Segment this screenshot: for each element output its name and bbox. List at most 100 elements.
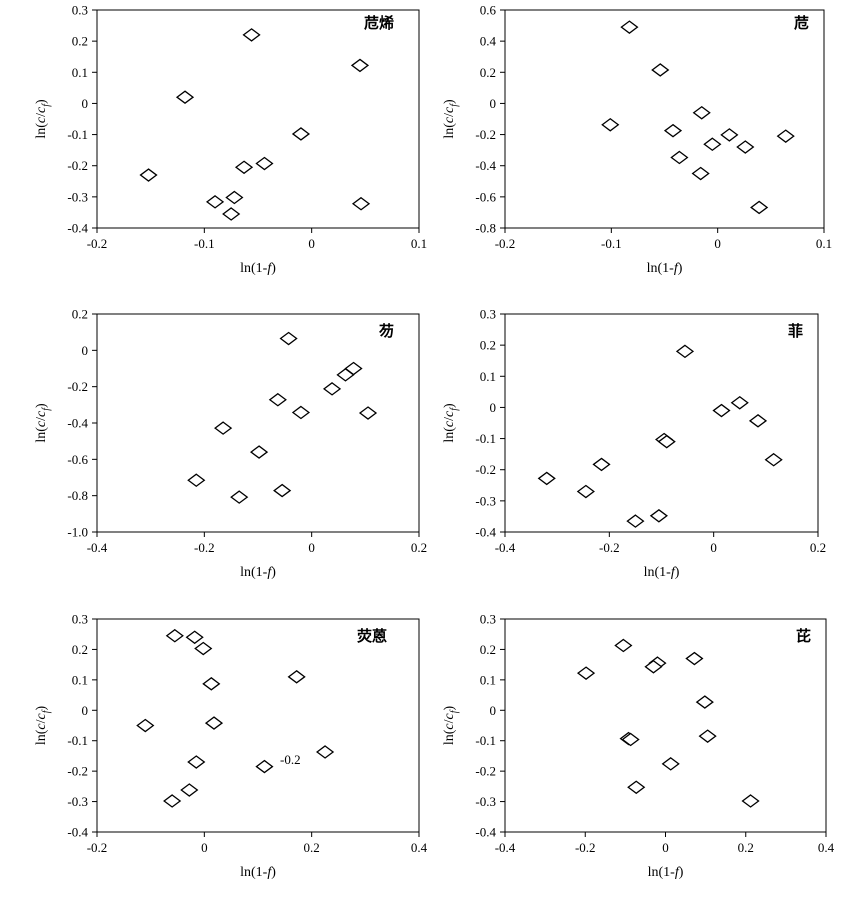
x-tick-label: -0.1 [601, 236, 622, 251]
plot-frame [504, 618, 827, 833]
x-axis-label: ln(1-f) [240, 865, 276, 880]
x-tick-label: -0.2 [87, 236, 108, 251]
y-tick-label: 0.4 [480, 34, 497, 49]
y-tick-label: 0.1 [480, 369, 496, 384]
data-point-diamond [316, 745, 335, 759]
panel-title: 荧蒽 [357, 627, 387, 645]
data-point-diamond [670, 150, 689, 165]
data-point-diamond [776, 129, 795, 143]
y-tick-label: -0.3 [475, 794, 496, 809]
x-tick-label: 0.4 [818, 840, 835, 855]
y-tick-label: 0.6 [480, 3, 497, 18]
y-tick-label: 0 [490, 703, 497, 718]
data-point-diamond [661, 757, 680, 771]
y-axis-label: ln(c/cf) [34, 403, 52, 443]
data-point-diamond [685, 651, 704, 666]
data-point-diamond [627, 780, 646, 795]
x-axis-label: ln(1-f) [647, 261, 683, 276]
y-tick-label: -0.2 [67, 764, 88, 779]
data-point-diamond [291, 405, 311, 420]
y-tick-label: -0.4 [67, 221, 88, 236]
data-point-diamond [748, 414, 768, 428]
x-tick-label: -0.2 [575, 840, 596, 855]
y-tick-label: -1.0 [67, 525, 88, 540]
panel-title: 苊烯 [364, 14, 394, 32]
x-tick-label: -0.4 [495, 840, 516, 855]
plot-frame [504, 313, 819, 533]
y-tick-label: -0.3 [475, 493, 496, 508]
y-tick-label: -0.3 [67, 189, 88, 204]
data-point-diamond [249, 445, 269, 459]
data-point-diamond [703, 137, 722, 152]
data-point-diamond [649, 508, 668, 523]
y-tick-label: 0.1 [72, 672, 88, 687]
x-tick-label: -0.2 [87, 840, 108, 855]
data-point-diamond [180, 783, 199, 797]
x-tick-label: -0.2 [599, 540, 620, 555]
data-point-diamond [225, 190, 244, 205]
data-point-diamond [592, 457, 611, 472]
y-tick-label: -0.2 [475, 462, 496, 477]
data-point-diamond [350, 58, 370, 73]
data-point-diamond [675, 344, 695, 359]
plot-frame [504, 9, 825, 229]
data-point-diamond [230, 490, 249, 504]
data-point-diamond [736, 140, 755, 154]
x-tick-label: 0.2 [810, 540, 826, 555]
x-tick-label: -0.2 [495, 236, 516, 251]
data-point-diamond [614, 638, 633, 653]
data-point-diamond [657, 434, 676, 449]
x-axis-label: ln(1-f) [240, 565, 276, 580]
data-point-diamond [644, 659, 663, 674]
y-tick-label: 0.3 [72, 612, 88, 627]
y-tick-label: -0.3 [67, 794, 88, 809]
data-point-diamond [194, 641, 213, 656]
y-tick-label: 0.2 [480, 338, 496, 353]
data-point-diamond [255, 759, 274, 774]
y-axis-label: ln(c/cf) [442, 706, 460, 746]
data-point-diamond [205, 195, 225, 209]
x-tick-label: 0 [201, 840, 208, 855]
chart-panel-4: -0.4 -0.3 -0.2 -0.1 0 0.1 0.2 0.3 -0.4 -0.2 0 0.2 ln… [442, 307, 826, 581]
plot-frame [96, 618, 420, 833]
data-point-diamond [621, 732, 640, 747]
chart-panel-5: -0.4 -0.3 -0.2 -0.1 0 0.1 0.2 0.3 -0.2 0 0.2 0.4 ln(… [34, 612, 428, 881]
panel-title: 芴 [378, 322, 394, 340]
y-tick-label: -0.2 [475, 764, 496, 779]
x-tick-label: 0 [710, 540, 717, 555]
data-point-diamond [204, 716, 224, 730]
data-point-diamond [185, 630, 204, 645]
y-tick-label: -0.4 [475, 525, 496, 540]
data-point-diamond [698, 729, 717, 743]
y-tick-label: 0.2 [480, 65, 496, 80]
panel-title: 菲 [788, 322, 803, 340]
data-point-diamond [663, 123, 683, 138]
y-tick-label: -0.4 [475, 825, 496, 840]
panel-title: 苊 [794, 14, 809, 32]
x-tick-label: 0.1 [411, 236, 427, 251]
x-tick-label: 0 [308, 236, 315, 251]
y-axis-label: ln(c/cf) [34, 99, 52, 139]
y-axis-label: ln(c/cf) [34, 706, 52, 746]
y-tick-label: 0.2 [72, 34, 88, 49]
y-tick-label: 0.2 [72, 307, 88, 322]
data-point-diamond [692, 105, 711, 120]
x-axis-label: ln(1-f) [240, 261, 276, 276]
y-tick-label: -0.8 [67, 488, 88, 503]
y-axis-label: ln(c/cf) [442, 99, 460, 139]
y-axis-label: ln(c/cf) [442, 403, 460, 443]
y-tick-label: -0.1 [475, 733, 496, 748]
data-point-diamond [136, 718, 155, 733]
y-tick-label: 0.2 [480, 642, 496, 657]
data-point-diamond [750, 200, 769, 215]
y-tick-label: 0 [82, 96, 89, 111]
x-tick-label: 0 [714, 236, 721, 251]
x-axis-label: ln(1-f) [648, 865, 684, 880]
data-point-diamond [764, 452, 783, 467]
y-tick-label: -0.1 [475, 431, 496, 446]
data-point-diamond [279, 331, 298, 346]
data-point-diamond [691, 166, 710, 181]
chart-panel-6: -0.4 -0.3 -0.2 -0.1 0 0.1 0.2 0.3 -0.4 -0.2 0 0.2 0.… [442, 612, 835, 881]
data-point-diamond [234, 160, 254, 175]
